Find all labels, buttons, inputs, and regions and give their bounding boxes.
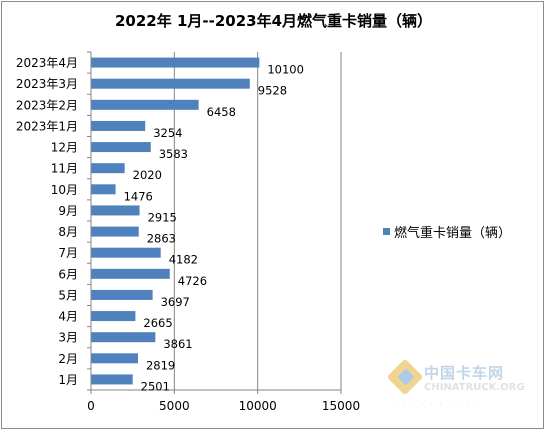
watermark-tagline-decoration: · · · · · · · · · ·	[394, 400, 481, 409]
category-label: 3月	[58, 331, 78, 345]
category-label: 10月	[51, 183, 78, 197]
category-label: 2023年3月	[16, 77, 78, 91]
bar	[91, 374, 133, 385]
x-tick-label: 15000	[322, 399, 360, 413]
category-label: 7月	[58, 246, 78, 260]
data-label: 2819	[146, 358, 175, 372]
legend-label: 燃气重卡销量（辆）	[394, 226, 512, 241]
data-label: 4726	[178, 274, 207, 288]
category-label: 5月	[58, 288, 78, 302]
data-label: 2020	[133, 168, 162, 182]
category-label: 9月	[58, 204, 78, 218]
bar	[91, 311, 136, 322]
category-label: 4月	[58, 310, 78, 324]
category-label: 2023年2月	[16, 98, 78, 112]
bar	[91, 78, 250, 89]
x-tick-label: 10000	[239, 399, 277, 413]
labels: 0 5000 10000 15000 1月 2501 2月 2819 3月 3861 4月 2665 5…	[16, 56, 360, 413]
x-tick-label: 0	[87, 399, 95, 413]
bar	[91, 57, 260, 68]
bar	[91, 289, 153, 300]
bar	[91, 99, 199, 110]
chart-title: 2022年 1月--2023年4月燃气重卡销量（辆）	[114, 12, 433, 30]
category-label: 12月	[51, 141, 78, 155]
data-label: 6458	[207, 105, 236, 119]
data-label: 2665	[143, 316, 172, 330]
data-label: 3254	[153, 126, 182, 140]
data-label: 3697	[161, 295, 190, 309]
gridlines	[173, 52, 342, 390]
bar	[91, 353, 138, 364]
data-label: 2863	[147, 232, 176, 246]
watermark-name-cn: 中国卡车网	[424, 364, 505, 382]
bar	[91, 205, 140, 216]
legend: 燃气重卡销量（辆）	[383, 222, 511, 241]
category-label: 2023年1月	[16, 119, 78, 133]
category-label: 1月	[58, 373, 78, 387]
legend-swatch	[383, 228, 390, 235]
data-label: 3861	[163, 337, 192, 351]
category-label: 2023年4月	[16, 56, 78, 70]
data-label: 2915	[148, 210, 177, 224]
bar	[91, 184, 116, 195]
watermark-logo: 中国卡车网 CHINATRUCK.ORG · · · · · · · · · ·	[386, 358, 525, 414]
bar	[91, 268, 170, 279]
bar	[91, 120, 146, 131]
data-label: 3583	[159, 147, 188, 161]
bar	[91, 226, 139, 237]
bar	[91, 163, 125, 174]
data-label: 4182	[169, 253, 198, 267]
axes	[87, 51, 342, 394]
data-label: 10100	[267, 63, 304, 77]
bar	[91, 332, 156, 343]
category-label: 2月	[58, 352, 78, 366]
data-label: 2501	[141, 379, 170, 393]
category-label: 11月	[51, 162, 78, 176]
bars	[91, 57, 260, 385]
category-label: 6月	[58, 267, 78, 281]
category-label: 8月	[58, 225, 78, 239]
data-label: 9528	[258, 84, 287, 98]
data-label: 1476	[124, 189, 153, 203]
x-tick-label: 5000	[159, 399, 190, 413]
bar	[91, 247, 161, 258]
bar	[91, 142, 151, 153]
watermark-name-en: CHINATRUCK.ORG	[424, 382, 525, 393]
